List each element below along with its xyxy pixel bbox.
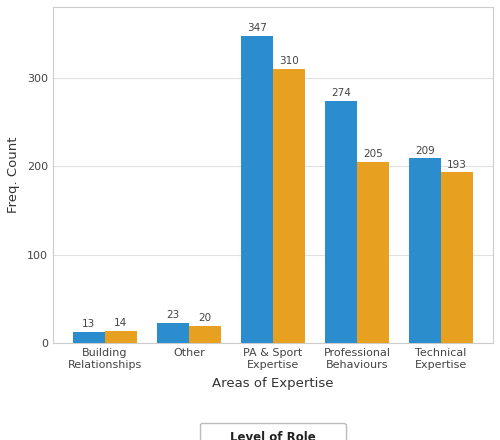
Text: 14: 14 [114,318,128,328]
Text: 310: 310 [279,56,299,66]
Text: 23: 23 [166,310,179,320]
Bar [241,36,273,343]
Bar [273,69,305,343]
Text: 13: 13 [82,319,96,329]
Text: 274: 274 [331,88,351,98]
Text: 205: 205 [363,149,383,159]
Bar [189,326,221,343]
Bar [73,332,105,343]
Text: 209: 209 [416,146,435,156]
Text: 20: 20 [198,313,211,323]
Bar [157,323,189,343]
Y-axis label: Freq. Count: Freq. Count [7,137,20,213]
Bar [409,158,441,343]
Legend: Academy, First: Academy, First [200,423,346,440]
Bar [357,162,389,343]
X-axis label: Areas of Expertise: Areas of Expertise [212,377,334,389]
Text: 347: 347 [247,23,267,33]
Bar [105,331,137,343]
Bar [325,101,357,343]
Bar [441,172,473,343]
Text: 193: 193 [447,160,467,170]
